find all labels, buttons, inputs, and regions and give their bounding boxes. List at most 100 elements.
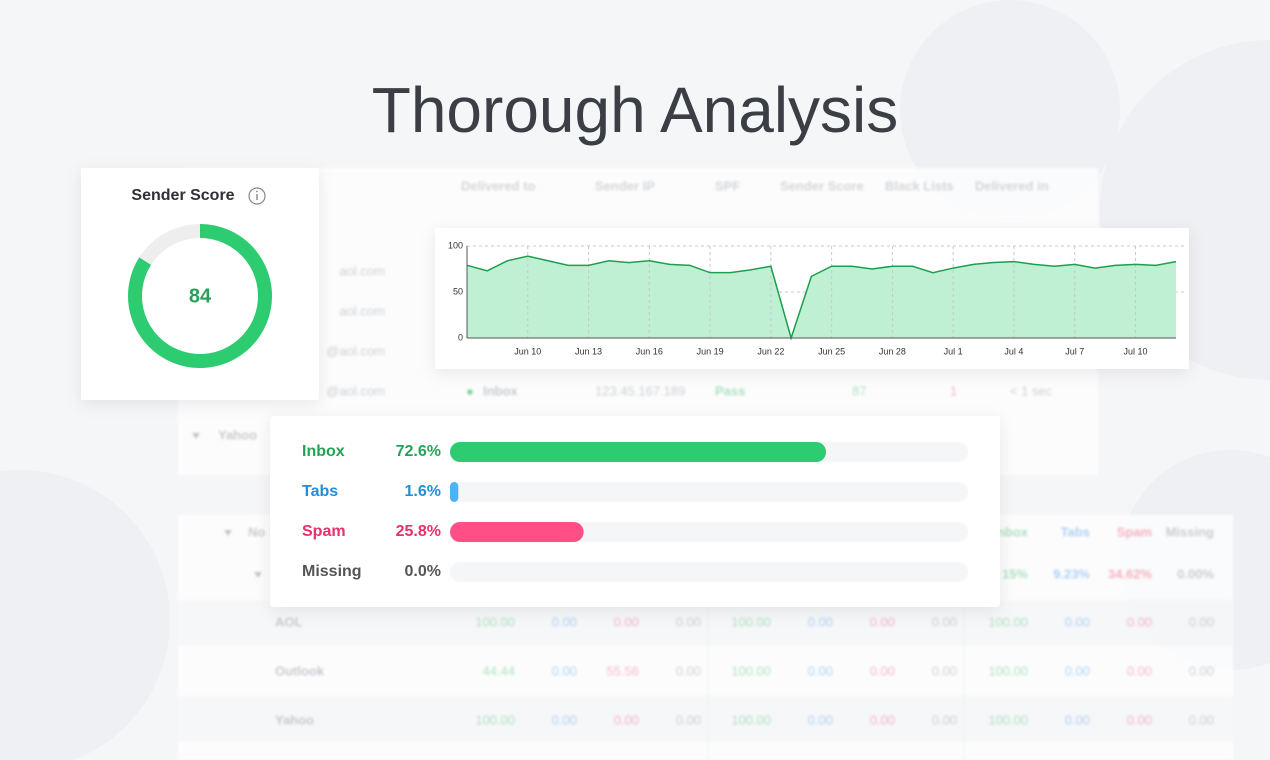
- x-tick-label: Jun 28: [879, 346, 906, 356]
- x-tick-label: Jul 10: [1123, 346, 1147, 356]
- x-tick-label: Jun 22: [757, 346, 784, 356]
- column-header: SPF: [715, 178, 740, 193]
- x-tick-label: Jun 19: [697, 346, 724, 356]
- bar-value-label: 0.0%: [405, 563, 441, 580]
- cell: 100.00: [988, 712, 1028, 727]
- area-line: [466, 255, 1177, 341]
- status-dot: [467, 389, 473, 395]
- cell: 0.00: [808, 663, 833, 678]
- cell: 0.00: [614, 614, 639, 629]
- email: aol.com: [339, 263, 385, 278]
- cell: 0.00: [1065, 712, 1090, 727]
- cell: < 1 sec: [1010, 383, 1053, 398]
- x-tick-label: Jun 16: [636, 346, 663, 356]
- gauge-value: 84: [189, 285, 212, 307]
- column-header: Spam: [1117, 524, 1152, 539]
- cell: 44.44: [482, 663, 515, 678]
- bar-label: Spam: [302, 523, 346, 540]
- cell: 0.00: [1189, 663, 1214, 678]
- x-tick-label: Jun 25: [818, 346, 845, 356]
- info-icon: [256, 190, 258, 193]
- cell: 0.00: [870, 663, 895, 678]
- bar-card: [270, 416, 1000, 607]
- cell: 0.00: [932, 712, 957, 727]
- bar-value-label: 72.6%: [396, 443, 441, 460]
- row-name: Outlook: [275, 663, 325, 678]
- summary-cell: 9.23%: [1053, 566, 1090, 581]
- cell: 0.00: [1065, 614, 1090, 629]
- bar-label: Tabs: [302, 483, 338, 500]
- bar: [450, 442, 827, 462]
- bar-track: [450, 482, 968, 502]
- cell: 100.00: [731, 712, 771, 727]
- row-name: Yahoo: [275, 712, 314, 727]
- summary-cell: 34.62%: [1108, 566, 1153, 581]
- blob: [900, 0, 1120, 220]
- cell: 100.00: [731, 614, 771, 629]
- cell: 0.00: [1065, 663, 1090, 678]
- y-tick-label: 100: [448, 240, 463, 250]
- cell: 123.45.167.189: [595, 383, 685, 398]
- cell: 55.56: [606, 663, 639, 678]
- x-tick-label: Jul 1: [944, 346, 963, 356]
- cell: 0.00: [870, 614, 895, 629]
- bar-value-label: 25.8%: [396, 523, 441, 540]
- cell: 0.00: [808, 712, 833, 727]
- blob: [0, 470, 170, 760]
- cell: 0.00: [870, 712, 895, 727]
- cell: 0.00: [1127, 614, 1152, 629]
- summary-cell: 0.00%: [1177, 566, 1214, 581]
- cell: 1: [950, 383, 957, 398]
- email: @aol.com: [326, 343, 385, 358]
- email: @aol.com: [326, 383, 385, 398]
- page-title: Thorough Analysis: [372, 74, 899, 146]
- caret: [192, 433, 200, 439]
- area-fill: [467, 256, 1176, 338]
- cell: Inbox: [483, 383, 518, 398]
- cell: 100.00: [988, 663, 1028, 678]
- cell: 0.00: [552, 712, 577, 727]
- column-header: Inbox: [993, 524, 1028, 539]
- cell: 0.00: [676, 614, 701, 629]
- column-header: Black Lists: [885, 178, 954, 193]
- bar-value-label: 1.6%: [405, 483, 441, 500]
- table-row-bg: [178, 600, 1233, 646]
- cell: 0.00: [1189, 614, 1214, 629]
- cell: 0.00: [552, 614, 577, 629]
- cell: Pass: [715, 383, 745, 398]
- cell: 100.00: [988, 614, 1028, 629]
- caret: [224, 530, 232, 536]
- x-tick-label: Jun 13: [575, 346, 602, 356]
- column-header: Sender IP: [595, 178, 655, 193]
- bar-label: Missing: [302, 563, 362, 580]
- cell: 0.00: [614, 712, 639, 727]
- cell: 100.00: [731, 663, 771, 678]
- cell: 0.00: [932, 663, 957, 678]
- column-header: Sender Score: [780, 178, 864, 193]
- cell: 100.00: [475, 712, 515, 727]
- bar: [450, 522, 584, 542]
- column-header: Delivered in: [975, 178, 1049, 193]
- column-header: Tabs: [1061, 524, 1090, 539]
- cell: 87: [852, 383, 866, 398]
- info-icon: [248, 187, 266, 205]
- cell: 0.00: [1189, 712, 1214, 727]
- cell: 0.00: [932, 614, 957, 629]
- x-tick-label: Jul 7: [1065, 346, 1084, 356]
- cell: 0.00: [1127, 712, 1152, 727]
- column-header: Missing: [1166, 524, 1214, 539]
- caret: [254, 572, 262, 578]
- bar-label: Inbox: [302, 443, 345, 460]
- summary-cell: 15%: [1002, 566, 1028, 581]
- column-header: Delivered to: [461, 178, 535, 193]
- bar-track: [450, 562, 968, 582]
- cell: 0.00: [1127, 663, 1152, 678]
- gauge-arc: [128, 224, 272, 368]
- email: aol.com: [339, 303, 385, 318]
- x-tick-label: Jun 10: [514, 346, 541, 356]
- cell: 100.00: [475, 614, 515, 629]
- cell: 0.00: [808, 614, 833, 629]
- table-row-bg: [178, 696, 1233, 742]
- cell: 0.00: [676, 663, 701, 678]
